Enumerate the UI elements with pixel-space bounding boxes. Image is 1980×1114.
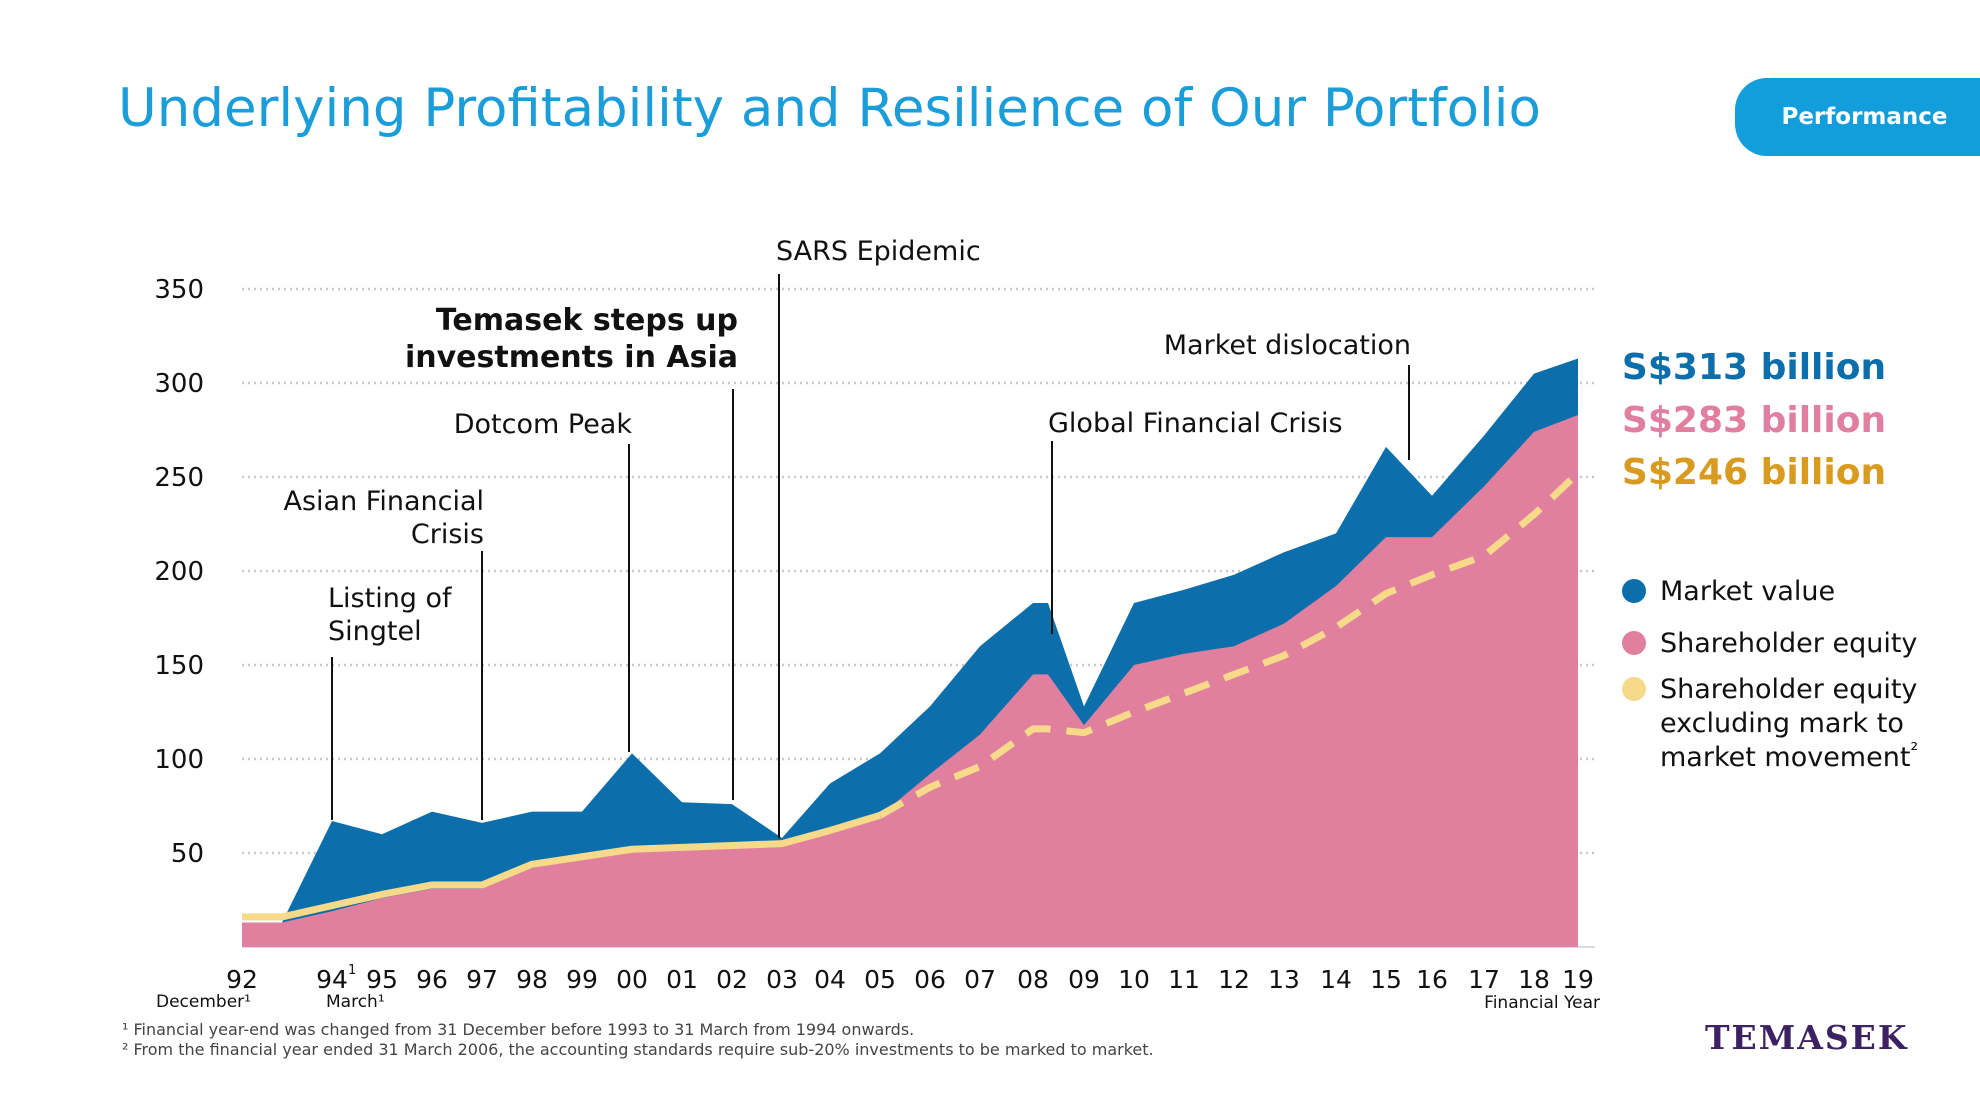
x-tick-label: 09 (1068, 965, 1100, 994)
legend-item: Market value (1622, 576, 1835, 607)
legend-swatch (1622, 579, 1646, 603)
x-tick-label: 18 (1518, 965, 1550, 994)
annotation-label-line: Singtel (328, 616, 422, 647)
x-tick-label: 01 (666, 965, 698, 994)
annotation-label-line: Dotcom Peak (454, 409, 633, 440)
annotation: Dotcom Peak (454, 409, 633, 752)
x-tick-label: 99 (566, 965, 598, 994)
x-tick-label: 97 (466, 965, 498, 994)
x-tick-label: 07 (964, 965, 996, 994)
x-tick-label: 04 (814, 965, 846, 994)
annotation-label: Market dislocation (1164, 330, 1411, 361)
legend-item: Shareholder equity (1622, 628, 1917, 659)
footnote-1: ¹ Financial year-end was changed from 31… (122, 1020, 915, 1039)
page-title: Underlying Profitability and Resilience … (118, 78, 1541, 139)
y-tick-label: 150 (154, 651, 204, 681)
annotation-label: SARS Epidemic (776, 236, 981, 267)
x-axis-ticks: 92 94 1 95 96 97 98 99 00 01 02 03 04 05 06 07 08 09 10 11 1… (156, 963, 1600, 1010)
annotation: Temasek steps up investments in Asia (405, 303, 738, 800)
x-tick-label: 12 (1218, 965, 1250, 994)
legend-swatch (1622, 631, 1646, 655)
x-tick-label: 95 (366, 965, 398, 994)
equity-ex-mtm-dashed-line (878, 470, 1581, 819)
annotation-label: Temasek steps up investments in Asia (405, 303, 738, 375)
y-tick-label: 350 (154, 275, 204, 305)
annotation: Asian Financial Crisis (283, 486, 484, 820)
series-areas (242, 358, 1581, 948)
y-tick-label: 50 (171, 839, 204, 869)
x-sub-label-december: December¹ (156, 992, 251, 1010)
y-tick-label: 100 (154, 745, 204, 775)
footnotes: ¹ Financial year-end was changed from 31… (122, 1020, 1154, 1060)
x-tick-label: 15 (1370, 965, 1402, 994)
annotation-label-line: Global Financial Crisis (1048, 408, 1343, 439)
annotation-label-line: Crisis (411, 519, 484, 550)
x-tick-label: 13 (1268, 965, 1300, 994)
event-annotations: Listing of Singtel Asian Financial Crisis Do… (283, 236, 1411, 838)
annotation: Global Financial Crisis (1048, 408, 1343, 634)
legend-label: Shareholder equity (1660, 628, 1917, 659)
x-tick-label: 11 (1168, 965, 1200, 994)
x-tick-label: 08 (1017, 965, 1049, 994)
equity-ex-mtm-line (242, 812, 882, 921)
x-tick-label: 02 (716, 965, 748, 994)
annotation: Listing of Singtel (328, 583, 453, 820)
x-tick-label: 16 (1416, 965, 1448, 994)
annotation-label-line: Listing of (328, 583, 453, 614)
end-value-label: S$313 billion (1622, 347, 1886, 388)
x-tick-label: 94 (316, 965, 348, 994)
legend-superscript: ² (1910, 739, 1918, 761)
section-tag-label: Performance (1781, 104, 1948, 130)
legend-label-line: market movement (1660, 742, 1910, 773)
end-value-label: S$283 billion (1622, 400, 1886, 441)
end-value-label: S$246 billion (1622, 452, 1886, 493)
x-tick-label: 17 (1468, 965, 1500, 994)
annotation: SARS Epidemic (776, 236, 981, 838)
x-tick-label: 96 (416, 965, 448, 994)
y-tick-label: 250 (154, 463, 204, 493)
end-value-labels: S$313 billion S$283 billion S$246 billion (1622, 347, 1886, 493)
footnote-2: ² From the financial year ended 31 March… (122, 1040, 1154, 1059)
legend-label-line: excluding mark to (1660, 708, 1904, 739)
x-tick-label: 05 (864, 965, 896, 994)
annotation-label-line: Market dislocation (1164, 330, 1411, 361)
annotation-label: Global Financial Crisis (1048, 408, 1343, 439)
temasek-logo: TEMASEK (1705, 1018, 1909, 1057)
x-tick-superscript: 1 (348, 963, 356, 978)
x-tick-label: 98 (516, 965, 548, 994)
shareholder-equity-area (242, 414, 1578, 948)
annotation-label-line: investments in Asia (405, 340, 738, 375)
section-tag: Performance (1735, 78, 1980, 156)
annotation-label-line: SARS Epidemic (776, 236, 981, 267)
x-tick-label: 10 (1118, 965, 1150, 994)
legend-label: Market value (1660, 576, 1835, 607)
x-axis-label: Financial Year (1484, 993, 1600, 1010)
x-tick-label: 14 (1320, 965, 1352, 994)
annotation: Market dislocation (1164, 330, 1411, 460)
legend-label-line: Shareholder equity (1660, 674, 1917, 705)
x-tick-label: 92 (226, 965, 258, 994)
legend-label: Shareholder equity excluding mark to marke… (1660, 674, 1918, 773)
x-tick-label: 00 (616, 965, 648, 994)
y-tick-label: 300 (154, 369, 204, 399)
legend-swatch (1622, 677, 1646, 701)
portfolio-area-chart: 50 100 150 200 250 300 350 92 94 1 95 96 97 98 99 00 01… (154, 236, 1918, 1010)
x-tick-label: 03 (766, 965, 798, 994)
annotation-label-line: Asian Financial (283, 486, 484, 517)
x-tick-label: 06 (914, 965, 946, 994)
legend-item: Shareholder equity excluding mark to marke… (1622, 674, 1918, 773)
y-tick-label: 200 (154, 557, 204, 587)
annotation-label: Asian Financial Crisis (283, 486, 484, 550)
y-axis-ticks: 50 100 150 200 250 300 350 (154, 275, 204, 869)
annotation-label: Listing of Singtel (328, 583, 453, 647)
x-tick-label: 19 (1562, 965, 1594, 994)
x-sub-label-march: March¹ (326, 992, 385, 1010)
annotation-label-line: Temasek steps up (436, 303, 738, 338)
annotation-label: Dotcom Peak (454, 409, 633, 440)
